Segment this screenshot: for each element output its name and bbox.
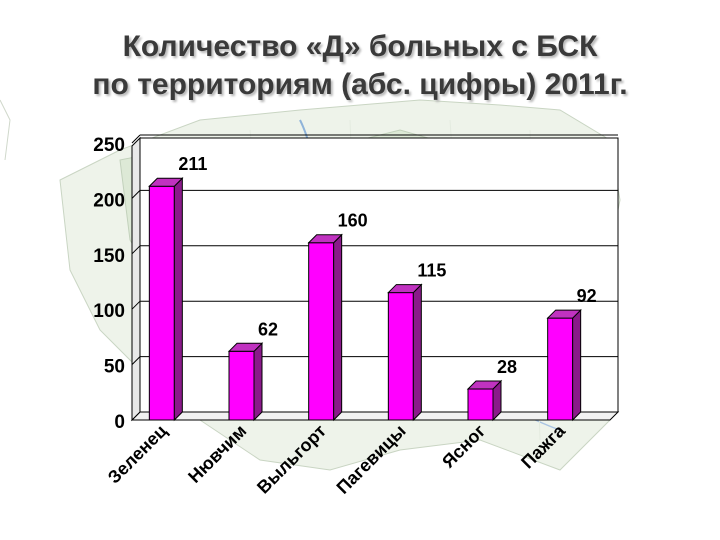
data-label: 160 — [338, 211, 368, 231]
plot-area — [139, 137, 619, 413]
bar — [547, 317, 574, 421]
y-tick-label: 50 — [104, 357, 125, 378]
bar-side — [412, 283, 422, 422]
x-tick-label: Нювчим — [184, 421, 250, 487]
x-tick-label: Пажга — [517, 420, 569, 472]
y-tick-label: 0 — [114, 412, 125, 433]
bar-side — [253, 342, 263, 422]
data-label: 115 — [417, 261, 446, 281]
x-tick-label: Ясног — [438, 420, 489, 471]
y-tick-label: 250 — [93, 135, 125, 156]
data-label: 28 — [497, 357, 517, 377]
bar-side — [173, 177, 183, 422]
bar-side — [333, 233, 343, 422]
gridline-side — [131, 356, 141, 365]
data-label: 62 — [258, 319, 278, 339]
y-tick-label: 200 — [93, 190, 125, 211]
slide-title: Количество «Д» больных с БСК по территор… — [0, 28, 720, 104]
y-tick-label: 100 — [93, 301, 125, 322]
data-label: 211 — [178, 154, 207, 174]
bar — [387, 292, 414, 421]
title-line-2: по территориям (абс. цифры) 2011г. — [92, 68, 628, 101]
gridline-side — [131, 300, 141, 310]
bar-top — [466, 380, 503, 390]
y-tick-label: 150 — [93, 246, 125, 267]
gridline-side — [131, 245, 141, 255]
x-tick-label: Пагевицы — [333, 421, 410, 498]
bar-side — [572, 308, 582, 422]
bar-top — [546, 309, 582, 319]
bar — [228, 350, 255, 421]
bar-top — [387, 284, 423, 294]
chart-side-wall — [131, 136, 141, 422]
bar — [148, 185, 175, 421]
data-label: 92 — [577, 286, 597, 306]
bar — [308, 242, 335, 421]
chart-floor — [130, 411, 620, 421]
gridline-side — [131, 134, 141, 144]
bar-top — [227, 342, 264, 352]
bar — [467, 388, 494, 421]
x-tick-label: Выльгорт — [253, 421, 330, 498]
gridline-side — [131, 190, 141, 199]
title-line-1: Количество «Д» больных с БСК — [122, 30, 598, 63]
bar-top — [307, 234, 343, 244]
bar-top — [148, 177, 184, 187]
